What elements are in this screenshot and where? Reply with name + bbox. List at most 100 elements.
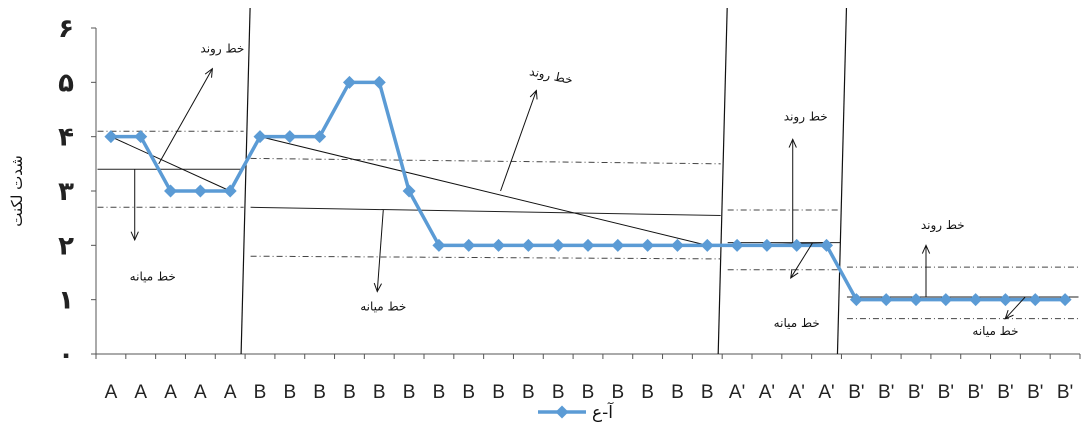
upper-band-line xyxy=(250,157,721,165)
annotation-arrowhead-icon xyxy=(130,231,139,242)
x-tick-label: B xyxy=(313,382,326,403)
x-tick-label: B xyxy=(492,382,505,403)
x-tick-label: B' xyxy=(908,382,924,403)
x-tick-label: B xyxy=(373,382,386,403)
x-tick-label: B' xyxy=(997,382,1013,403)
y-tick-label: ٣ xyxy=(58,177,74,207)
data-point-marker xyxy=(462,238,476,252)
annotation-arrow-line xyxy=(1004,296,1026,320)
data-point-marker xyxy=(790,238,804,252)
annotations: خط روند خط میانه خط روند خط میانه خط روند خط … xyxy=(130,41,1026,338)
x-tick-label: B xyxy=(283,382,296,403)
x-tick-label: A xyxy=(224,382,237,403)
data-point-marker xyxy=(372,75,386,89)
median-annotation-label: خط میانه xyxy=(774,316,820,330)
x-tick-label: A' xyxy=(729,382,745,403)
data-point-marker xyxy=(700,238,714,252)
x-tick-label: B xyxy=(462,382,475,403)
annotation-arrowhead-icon xyxy=(1004,309,1014,320)
data-point-marker xyxy=(581,238,595,252)
annotation-arrow-line xyxy=(500,90,537,192)
data-point-marker xyxy=(909,293,923,307)
data-point-marker xyxy=(820,238,834,252)
trend-annotation-label: خط روند xyxy=(528,64,574,88)
data-point-marker xyxy=(670,238,684,252)
x-tick-label: B xyxy=(641,382,654,403)
data-point-marker xyxy=(432,238,446,252)
data-point-marker xyxy=(134,130,148,144)
annotation-arrowhead-icon xyxy=(788,138,797,148)
y-axis-label: شدت لکنت xyxy=(8,155,26,226)
x-tick-label: B' xyxy=(1027,382,1043,403)
median-line xyxy=(250,206,721,216)
x-tick-label: B' xyxy=(878,382,894,403)
x-tick-label: A' xyxy=(759,382,775,403)
median-annotation-label: خط میانه xyxy=(130,270,176,284)
y-tick-label: ٢ xyxy=(58,231,74,261)
data-point-marker xyxy=(849,293,863,307)
phase-change-line xyxy=(836,7,848,355)
annotation-arrowhead-icon xyxy=(204,67,213,78)
data-point-marker xyxy=(223,184,237,198)
median-bands xyxy=(97,130,1079,320)
data-point-marker xyxy=(1058,293,1072,307)
data-point-marker xyxy=(641,238,655,252)
data-point-marker xyxy=(253,130,267,144)
x-tick-label: A xyxy=(105,382,118,403)
x-tick-label: B xyxy=(552,382,565,403)
x-tick-label: B xyxy=(701,382,714,403)
data-point-marker xyxy=(342,75,356,89)
x-tick-label: A xyxy=(194,382,207,403)
data-point-marker xyxy=(104,130,118,144)
y-tick-label: ۶ xyxy=(58,14,74,44)
x-tick-label: A' xyxy=(789,382,805,403)
series-line xyxy=(110,80,1066,302)
annotation-arrowhead-icon xyxy=(790,268,799,279)
annotation-arrow-line xyxy=(376,209,384,292)
data-point-marker xyxy=(283,130,297,144)
annotation-arrowhead-icon xyxy=(921,244,931,254)
y-tick-label: ٠ xyxy=(58,340,74,370)
data-point-marker xyxy=(521,238,535,252)
data-point-marker xyxy=(551,238,565,252)
data-point-marker xyxy=(939,293,953,307)
data-point-marker xyxy=(313,130,327,144)
trend-annotation-label: خط روند xyxy=(200,41,244,56)
data-point-marker xyxy=(760,238,774,252)
x-tick-label: B xyxy=(254,382,267,403)
x-tick-label: B' xyxy=(848,382,864,403)
data-point-marker xyxy=(998,293,1012,307)
trend-annotation-label: خط روند xyxy=(784,109,828,124)
y-tick-label: ۴ xyxy=(58,123,74,153)
phase-change-lines xyxy=(240,7,848,355)
data-point-marker xyxy=(492,238,506,252)
median-annotation-label: خط میانه xyxy=(360,300,406,314)
data-point-marker xyxy=(164,184,178,198)
x-tick-label: B xyxy=(433,382,446,403)
x-tick-label: B xyxy=(343,382,356,403)
annotation-arrowhead-icon xyxy=(529,89,538,100)
data-point-marker xyxy=(611,238,625,252)
x-tick-label: B' xyxy=(938,382,954,403)
annotation-arrowhead-icon xyxy=(373,282,382,293)
data-series xyxy=(104,75,1072,307)
trend-line xyxy=(110,136,231,192)
trend-line xyxy=(259,136,708,246)
legend: آ-ع xyxy=(538,401,614,423)
lower-band-line xyxy=(250,255,721,260)
median-annotation-label: خط میانه xyxy=(972,324,1018,338)
data-point-marker xyxy=(969,293,983,307)
x-tick-label: B xyxy=(403,382,416,403)
legend-marker-icon xyxy=(555,405,569,419)
y-tick-label: ۵ xyxy=(58,68,74,98)
phase-change-line xyxy=(240,7,251,355)
trend-annotation-label: خط روند xyxy=(921,218,965,233)
data-point-marker xyxy=(730,238,744,252)
annotation-arrow-line xyxy=(158,68,213,165)
x-tick-label: A xyxy=(164,382,177,403)
data-point-marker xyxy=(402,184,416,198)
x-tick-label: B xyxy=(582,382,595,403)
annotation-arrow-line xyxy=(790,242,814,279)
